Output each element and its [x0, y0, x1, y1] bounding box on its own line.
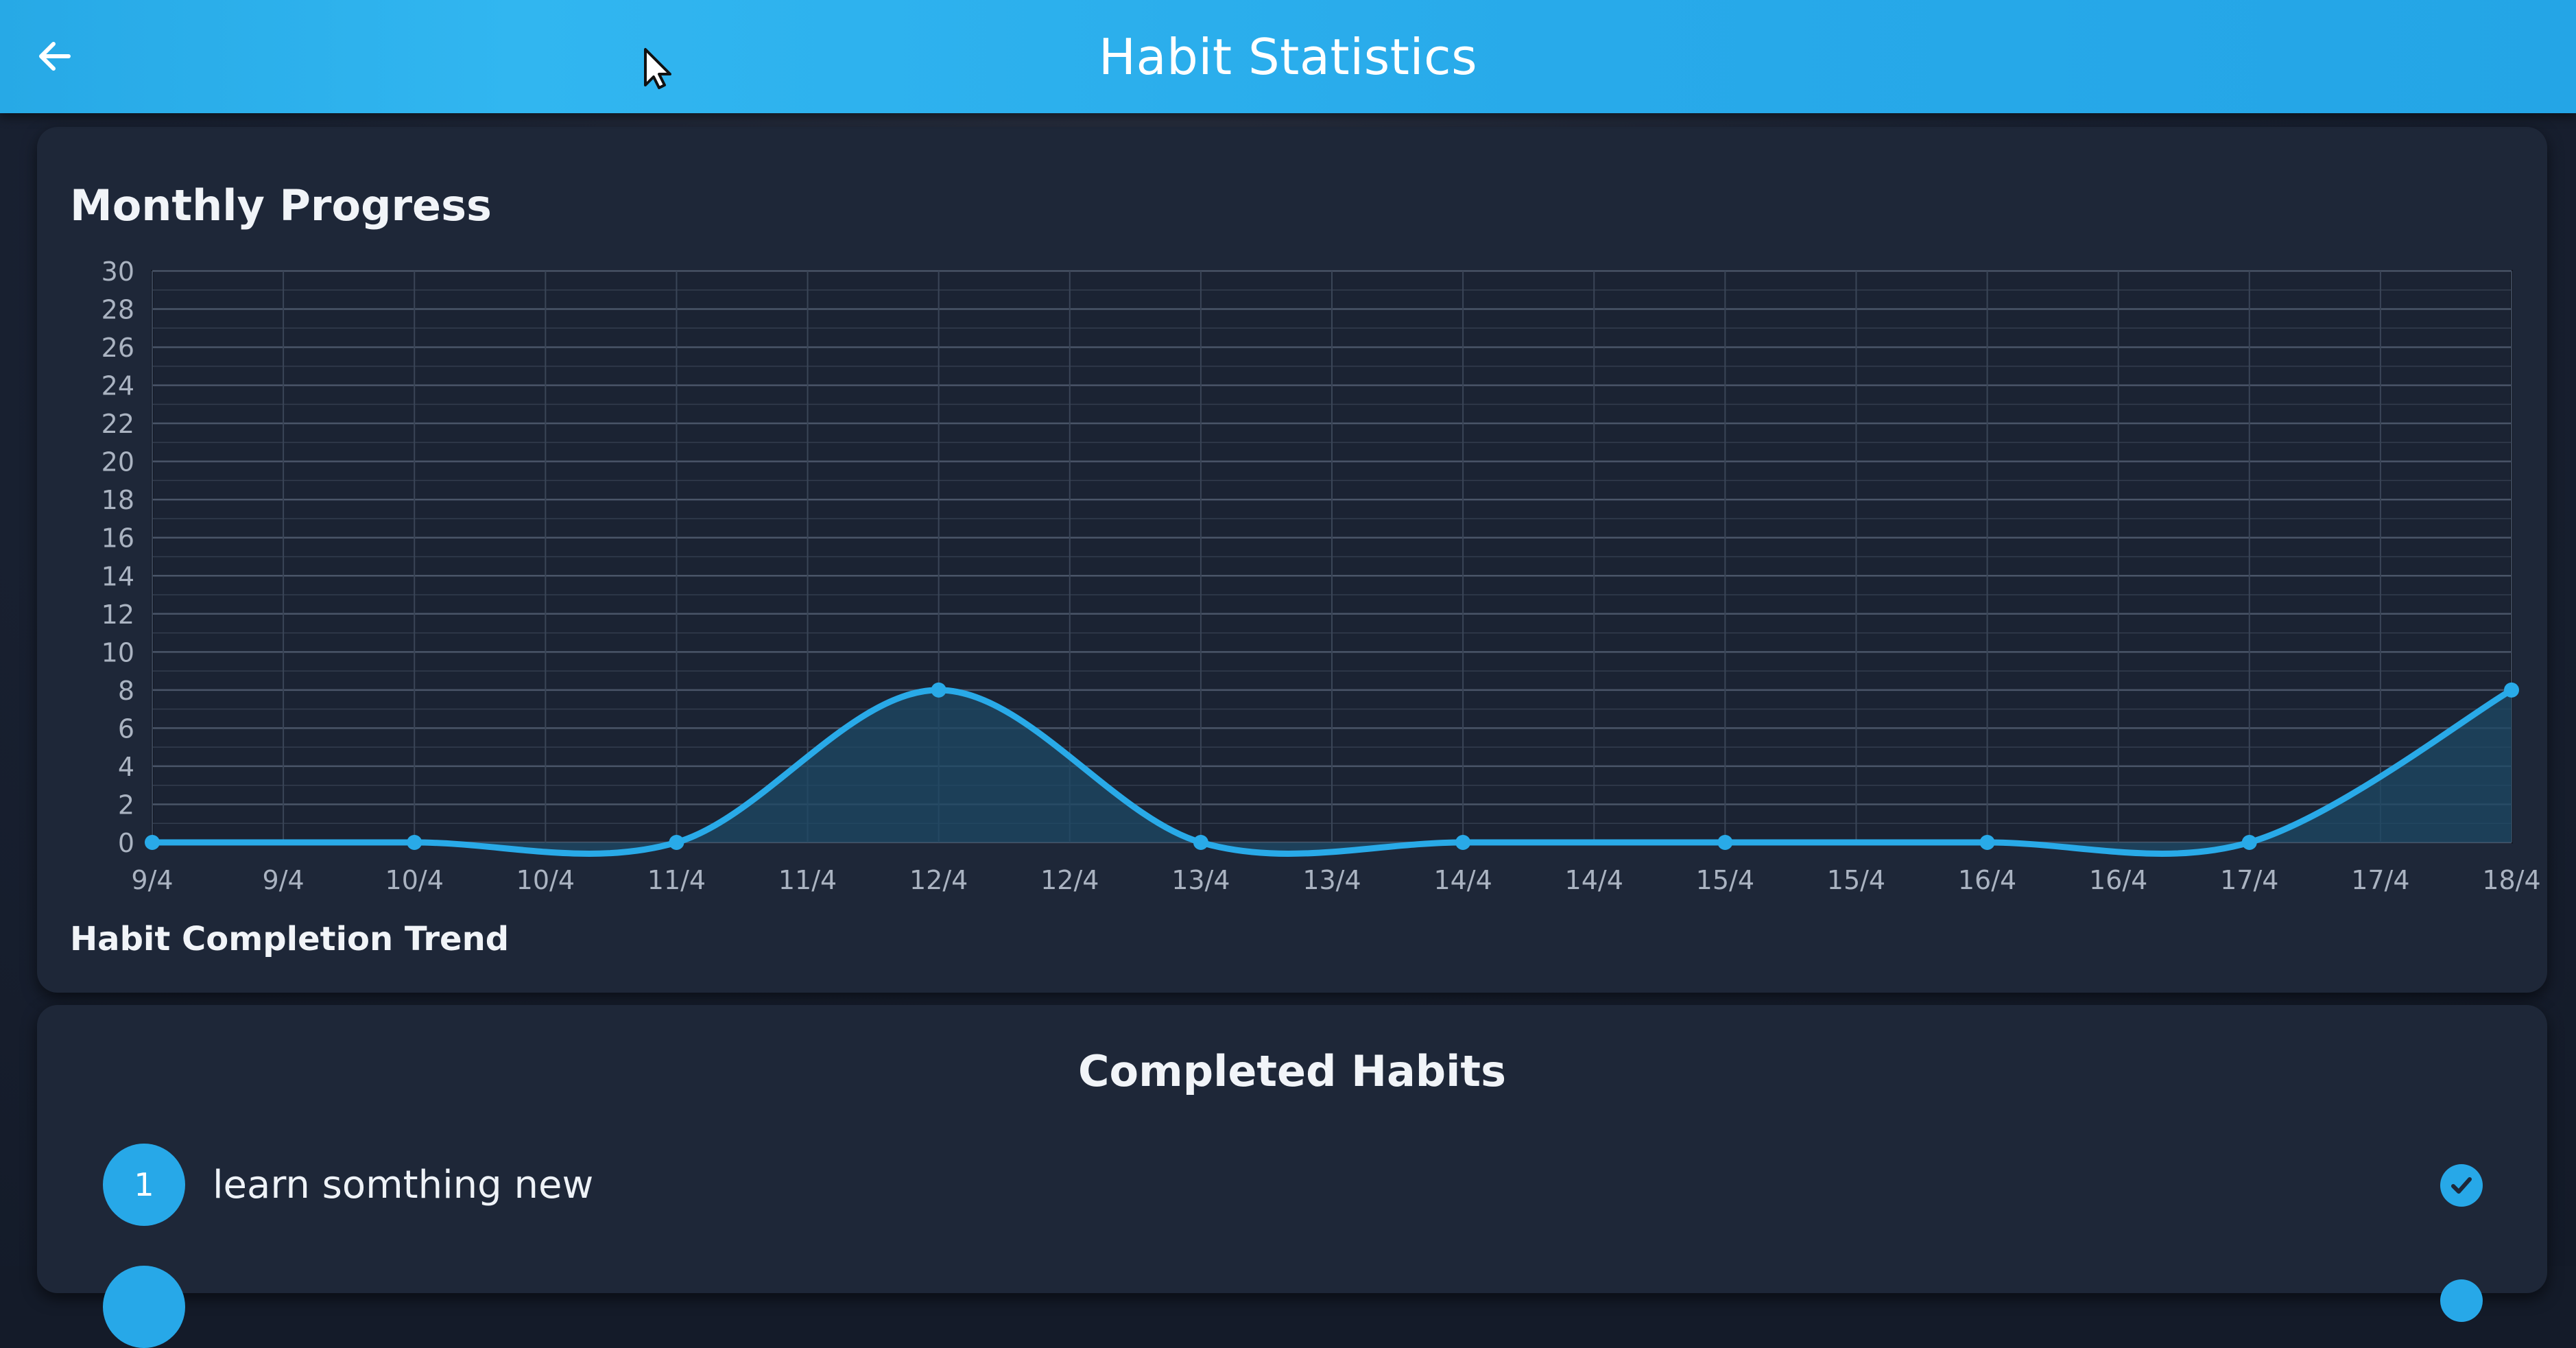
data-point[interactable] [1193, 835, 1208, 850]
back-button[interactable] [27, 29, 82, 84]
arrow-left-icon [39, 42, 71, 71]
x-tick-label: 13/4 [1171, 865, 1230, 895]
data-point[interactable] [145, 835, 160, 850]
mouse-cursor-icon [644, 48, 671, 89]
series-line [149, 687, 2515, 857]
x-tick-label: 12/4 [1040, 865, 1099, 895]
x-tick-label: 18/4 [2482, 865, 2540, 895]
completed-habits-card: Completed Habits 1 learn somthing new [37, 1005, 2547, 1348]
y-tick-label: 4 [118, 752, 134, 782]
y-tick-label: 18 [102, 485, 134, 515]
y-tick-label: 28 [102, 295, 134, 325]
x-tick-label: 17/4 [2220, 865, 2278, 895]
page-title: Habit Statistics [1098, 27, 1478, 86]
x-tick-label: 9/4 [263, 865, 305, 895]
x-tick-label: 10/4 [385, 865, 444, 895]
y-tick-label: 6 [118, 713, 134, 744]
chart-caption: Habit Completion Trend [70, 920, 510, 958]
x-tick-label: 10/4 [516, 865, 575, 895]
y-tick-label: 10 [102, 637, 134, 667]
x-tick-label: 14/4 [1433, 865, 1492, 895]
x-tick-label: 16/4 [1958, 865, 2016, 895]
y-tick-label: 12 [102, 600, 134, 630]
data-point[interactable] [1979, 835, 1995, 850]
series-area-fill [152, 689, 2512, 854]
monthly-progress-card: Monthly Progress 0 2 4 6 8 10 12 14 16 18 20 22 24 26… [37, 127, 2547, 993]
data-point[interactable] [669, 835, 684, 850]
y-tick-label: 22 [102, 409, 134, 439]
data-point[interactable] [2241, 835, 2257, 850]
data-point[interactable] [1455, 835, 1471, 850]
habit-list-item[interactable]: 1 learn somthing new [103, 1144, 2483, 1226]
app-bar: Habit Statistics [0, 0, 2576, 113]
data-point[interactable] [2504, 682, 2519, 698]
x-tick-label: 15/4 [1827, 865, 1885, 895]
y-tick-label: 24 [102, 371, 134, 401]
habit-number-badge: 1 [103, 1144, 185, 1226]
page-content: Monthly Progress 0 2 4 6 8 10 12 14 16 18 20 22 24 26… [0, 113, 2576, 1348]
x-tick-label: 12/4 [909, 865, 968, 895]
x-tick-label: 9/4 [131, 865, 173, 895]
x-tick-label: 15/4 [1696, 865, 1754, 895]
y-tick-label: 2 [118, 790, 134, 820]
x-tick-label: 14/4 [1565, 865, 1623, 895]
x-tick-label: 16/4 [2089, 865, 2147, 895]
data-point[interactable] [1717, 835, 1733, 850]
checkmark-icon [2451, 1177, 2472, 1194]
y-tick-label: 26 [102, 333, 134, 363]
y-tick-label: 20 [102, 447, 134, 477]
y-tick-label: 30 [102, 257, 134, 287]
y-tick-label: 0 [118, 828, 134, 858]
monthly-progress-title: Monthly Progress [70, 180, 492, 230]
x-tick-label: 11/4 [778, 865, 837, 895]
habit-name: learn somthing new [213, 1162, 594, 1207]
check-circle-icon[interactable] [2440, 1164, 2483, 1207]
x-tick-label: 11/4 [647, 865, 706, 895]
x-tick-label: 17/4 [2351, 865, 2409, 895]
y-tick-label: 14 [102, 561, 134, 591]
data-point[interactable] [407, 835, 422, 850]
y-tick-label: 16 [102, 523, 134, 554]
check-circle-icon[interactable] [2440, 1279, 2483, 1322]
y-tick-label: 8 [118, 676, 134, 706]
habit-list-item[interactable] [103, 1266, 2483, 1348]
x-tick-label: 13/4 [1302, 865, 1361, 895]
data-point[interactable] [931, 682, 946, 698]
habit-number-badge [103, 1266, 185, 1348]
completed-habits-title: Completed Habits [1078, 1046, 1506, 1096]
